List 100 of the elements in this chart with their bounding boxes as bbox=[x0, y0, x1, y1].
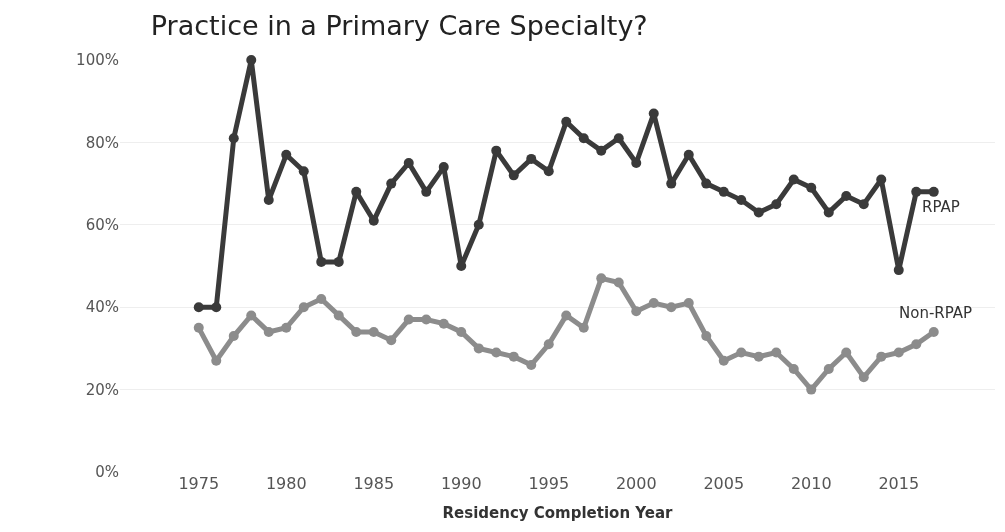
point bbox=[403, 314, 414, 325]
x-tick-label: 1985 bbox=[353, 474, 395, 493]
point bbox=[421, 186, 432, 197]
chart-title: Practice in a Primary Care Specialty? bbox=[150, 9, 648, 41]
point bbox=[228, 331, 239, 342]
point bbox=[263, 326, 274, 337]
point bbox=[561, 116, 572, 127]
point bbox=[491, 145, 502, 156]
point bbox=[753, 207, 764, 218]
point bbox=[386, 178, 397, 189]
point bbox=[333, 256, 344, 267]
point bbox=[228, 133, 239, 144]
point bbox=[526, 359, 537, 370]
point bbox=[666, 302, 677, 313]
point bbox=[438, 318, 449, 329]
point bbox=[456, 326, 467, 337]
point bbox=[911, 339, 922, 350]
point bbox=[858, 199, 869, 210]
point bbox=[368, 326, 379, 337]
point bbox=[281, 149, 292, 160]
point bbox=[718, 355, 729, 366]
point bbox=[543, 166, 554, 177]
point bbox=[788, 174, 799, 185]
point bbox=[911, 186, 922, 197]
point bbox=[351, 326, 362, 337]
point bbox=[561, 310, 572, 321]
point bbox=[823, 364, 834, 374]
point bbox=[928, 326, 939, 337]
point bbox=[928, 186, 939, 197]
y-tick-label: 40% bbox=[85, 298, 119, 317]
x-axis-title: Residency Completion Year bbox=[442, 504, 674, 522]
point bbox=[491, 347, 502, 358]
point bbox=[893, 265, 904, 276]
point bbox=[246, 55, 257, 65]
x-tick-label: 1975 bbox=[178, 474, 220, 493]
point bbox=[298, 166, 309, 177]
point bbox=[316, 256, 327, 267]
point bbox=[246, 310, 257, 321]
point bbox=[683, 298, 694, 309]
point bbox=[613, 277, 624, 288]
point bbox=[858, 372, 869, 383]
point bbox=[298, 302, 309, 313]
point bbox=[333, 310, 344, 321]
point bbox=[806, 384, 817, 395]
point bbox=[893, 347, 904, 358]
point bbox=[473, 343, 484, 354]
point bbox=[508, 170, 519, 181]
point bbox=[263, 195, 274, 206]
x-tick-label: 2000 bbox=[615, 474, 657, 493]
y-tick-label: 20% bbox=[85, 380, 119, 399]
point bbox=[543, 339, 554, 350]
point bbox=[456, 261, 467, 271]
point bbox=[841, 190, 852, 201]
x-tick-label: 2010 bbox=[790, 474, 832, 493]
point bbox=[193, 322, 204, 333]
point bbox=[508, 351, 519, 362]
point bbox=[701, 178, 712, 189]
point bbox=[211, 302, 222, 313]
y-tick-label: 100% bbox=[76, 51, 119, 70]
point bbox=[351, 186, 362, 197]
point bbox=[613, 133, 624, 144]
x-tick-label: 2005 bbox=[703, 474, 745, 493]
point bbox=[806, 182, 817, 193]
point bbox=[701, 331, 712, 342]
point bbox=[788, 364, 799, 374]
point bbox=[473, 219, 484, 230]
point bbox=[823, 207, 834, 218]
x-tick-label: 1980 bbox=[265, 474, 307, 493]
point bbox=[211, 355, 222, 366]
point bbox=[718, 186, 729, 197]
point bbox=[526, 153, 537, 164]
point bbox=[736, 195, 747, 206]
point bbox=[578, 322, 589, 333]
point bbox=[316, 293, 327, 304]
point bbox=[578, 133, 589, 144]
series-label: Non-RPAP bbox=[899, 304, 973, 322]
point bbox=[281, 322, 292, 333]
point bbox=[876, 351, 887, 362]
point bbox=[596, 273, 607, 284]
point bbox=[683, 149, 694, 160]
y-tick-label: 60% bbox=[85, 216, 119, 235]
point bbox=[386, 335, 397, 346]
point bbox=[736, 347, 747, 358]
y-tick-label: 80% bbox=[85, 133, 119, 152]
point bbox=[648, 298, 659, 309]
point bbox=[631, 306, 642, 317]
point bbox=[403, 158, 414, 168]
x-tick-label: 2015 bbox=[878, 474, 920, 493]
point bbox=[876, 174, 887, 185]
point bbox=[631, 158, 642, 168]
point bbox=[841, 347, 852, 358]
point bbox=[753, 351, 764, 362]
x-tick-label: 1995 bbox=[528, 474, 570, 493]
x-tick-label: 1990 bbox=[440, 474, 482, 493]
point bbox=[193, 302, 204, 313]
point bbox=[421, 314, 432, 325]
y-tick-label: 0% bbox=[95, 463, 119, 482]
point bbox=[771, 347, 782, 358]
series-label: RPAP bbox=[922, 198, 960, 216]
point bbox=[596, 145, 607, 156]
